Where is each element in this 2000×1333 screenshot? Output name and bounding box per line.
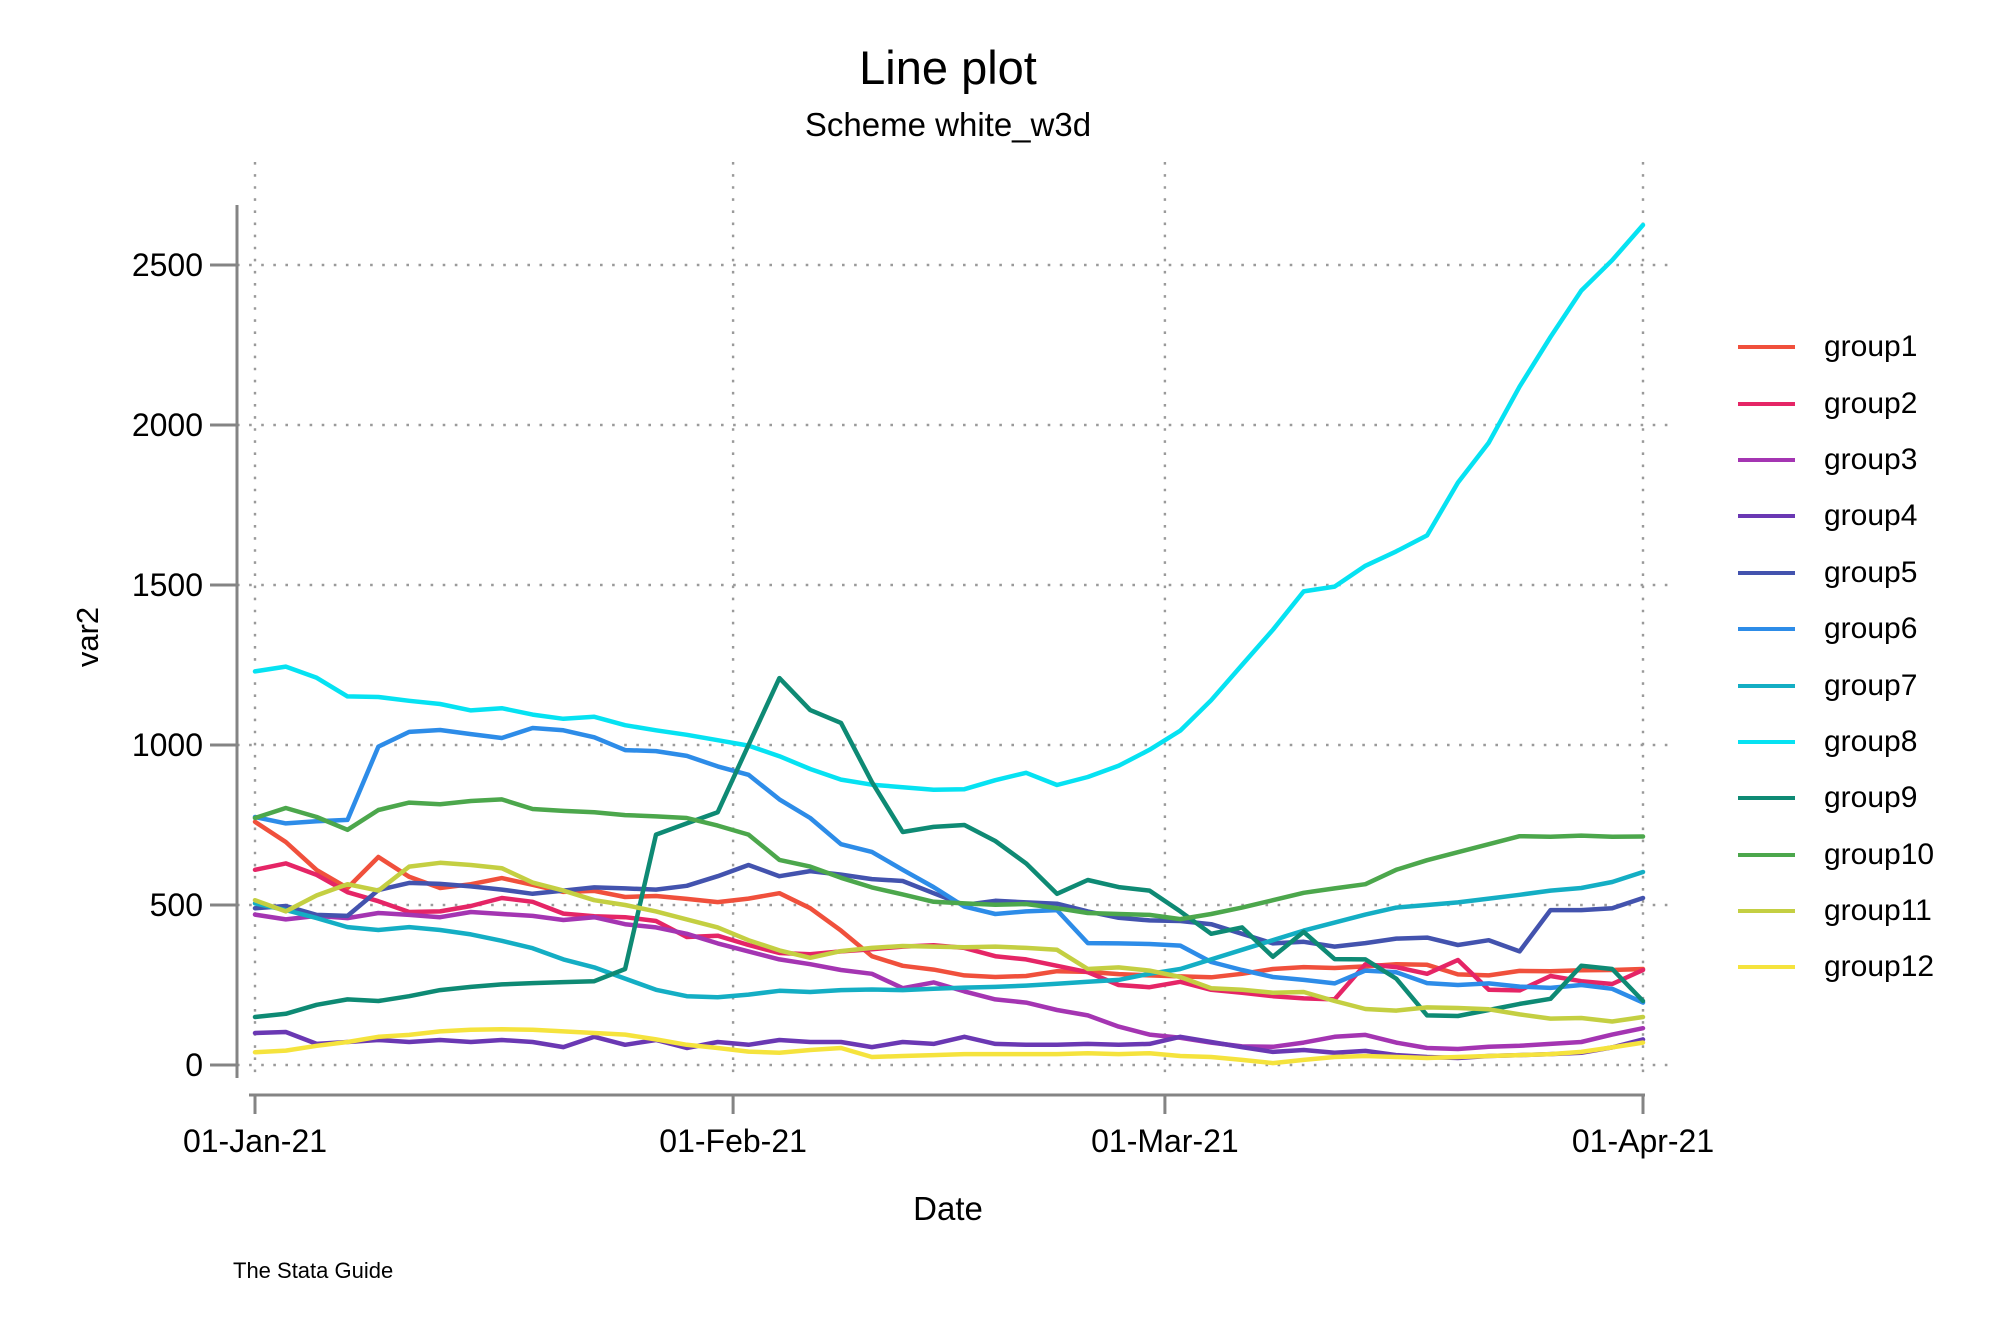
series-line-group1 <box>252 819 1646 980</box>
legend-label-group4: group4 <box>1824 499 1918 533</box>
legend-item-group1: group1 <box>1738 319 1934 375</box>
legend-item-group3: group3 <box>1738 432 1934 488</box>
series-line-group10 <box>252 797 1646 922</box>
legend-label-group1: group1 <box>1824 330 1918 364</box>
legend-label-group3: group3 <box>1824 442 1918 476</box>
legend-item-group8: group8 <box>1738 714 1934 770</box>
page-title: Line plot <box>859 41 1037 94</box>
legend-label-group8: group8 <box>1824 724 1918 758</box>
legend-swatch-group3 <box>1738 457 1795 462</box>
y-tick-label: 500 <box>150 887 203 923</box>
legend-label-group10: group10 <box>1824 837 1935 871</box>
legend-swatch-group10 <box>1738 852 1795 857</box>
legend-swatch-group11 <box>1738 909 1795 914</box>
x-axis-title: Date <box>913 1190 983 1227</box>
legend-item-group4: group4 <box>1738 488 1934 544</box>
legend-item-group2: group2 <box>1738 375 1934 431</box>
legend-swatch-group4 <box>1738 514 1795 519</box>
legend-label-group6: group6 <box>1824 612 1918 646</box>
y-tick-label: 2500 <box>132 247 203 283</box>
x-tick-label: 01-Mar-21 <box>1091 1123 1239 1159</box>
legend-swatch-group6 <box>1738 627 1795 632</box>
series-line-group8 <box>252 222 1646 793</box>
y-tick-label: 1500 <box>132 567 203 603</box>
legend-swatch-group1 <box>1738 345 1795 350</box>
x-tick-label: 01-Apr-21 <box>1572 1123 1714 1159</box>
legend-swatch-group9 <box>1738 796 1795 801</box>
legend-swatch-group12 <box>1738 965 1795 970</box>
y-axis-title: var2 <box>70 606 105 668</box>
legend-item-group6: group6 <box>1738 601 1934 657</box>
series-line-group12 <box>252 1026 1646 1066</box>
legend-item-group7: group7 <box>1738 657 1934 713</box>
legend-item-group10: group10 <box>1738 827 1934 883</box>
legend-label-group5: group5 <box>1824 555 1918 589</box>
page-subtitle: Scheme white_w3d <box>804 106 1092 143</box>
legend-item-group9: group9 <box>1738 770 1934 826</box>
x-tick-label: 01-Feb-21 <box>659 1123 807 1159</box>
series-line-group6 <box>252 725 1646 1005</box>
legend: group1 group2 group3 group4 group5 group6 grou… <box>1738 319 1934 996</box>
y-tick-label: 2000 <box>132 407 203 443</box>
series-line-group11 <box>252 860 1646 1024</box>
legend-item-group11: group11 <box>1738 883 1934 939</box>
legend-swatch-group8 <box>1738 739 1795 744</box>
legend-item-group12: group12 <box>1738 939 1934 995</box>
x-tick-label: 01-Jan-21 <box>183 1123 327 1159</box>
legend-item-group5: group5 <box>1738 545 1934 601</box>
legend-swatch-group7 <box>1738 683 1795 688</box>
legend-label-group7: group7 <box>1824 668 1918 702</box>
legend-swatch-group5 <box>1738 570 1795 575</box>
legend-label-group2: group2 <box>1824 386 1918 420</box>
y-tick-label: 1000 <box>132 727 203 763</box>
legend-label-group12: group12 <box>1824 950 1935 984</box>
series-line-group7 <box>252 869 1646 1000</box>
legend-label-group11: group11 <box>1824 894 1932 928</box>
legend-swatch-group2 <box>1738 401 1795 406</box>
y-tick-label: 0 <box>185 1047 203 1083</box>
series-line-group9 <box>252 675 1646 1020</box>
legend-label-group9: group9 <box>1824 781 1918 815</box>
watermark-text: The Stata Guide <box>233 1258 394 1283</box>
